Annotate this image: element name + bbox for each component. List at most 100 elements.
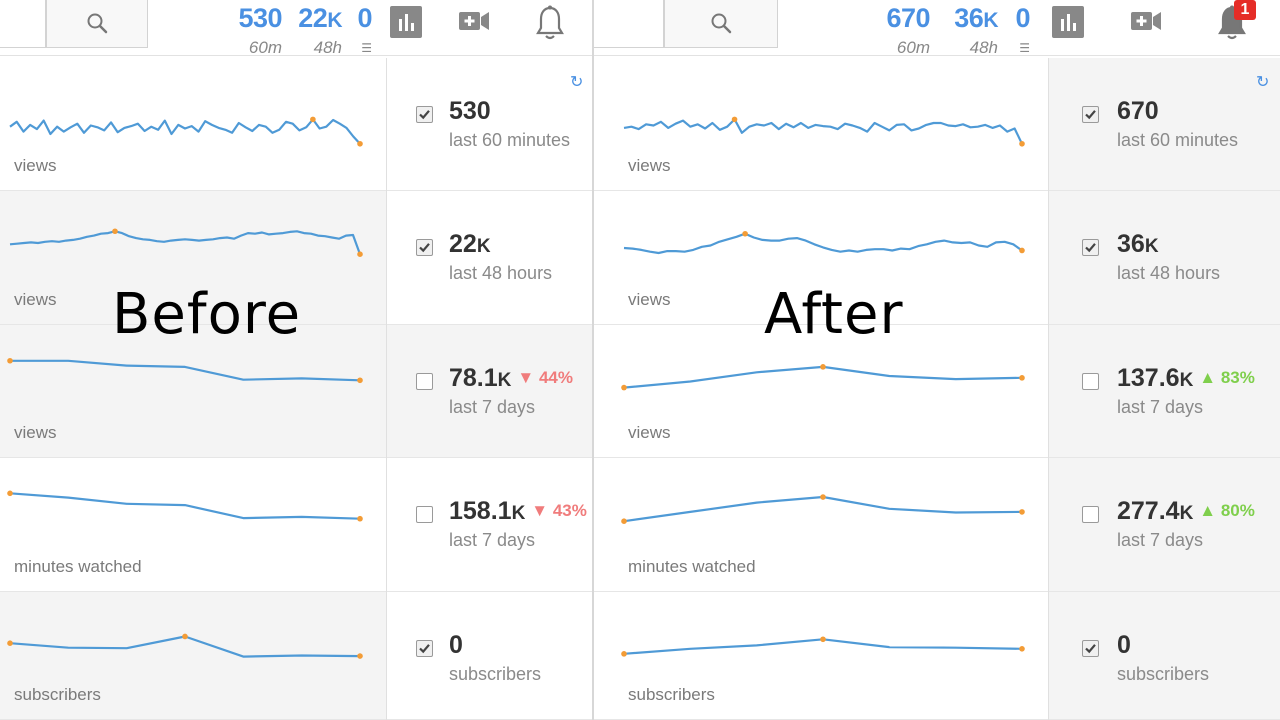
metrics-list: views ↻ 670 last 60 minutes views 36K la… xyxy=(594,58,1280,720)
analytics-icon xyxy=(398,19,402,31)
sparkline-chart xyxy=(7,357,363,384)
metric-number: 530 xyxy=(449,97,491,125)
metric-delta: ▼ 44% xyxy=(517,368,573,387)
search-input[interactable] xyxy=(0,0,46,48)
sparkline-chart xyxy=(623,116,1025,147)
metric-period: last 7 days xyxy=(449,397,536,417)
search-icon xyxy=(711,13,732,34)
sparkline-point xyxy=(1019,646,1025,652)
sparkline-path xyxy=(9,118,361,145)
sparkline: minutes watched xyxy=(0,458,386,591)
metric-unit: K xyxy=(1179,370,1194,391)
stat-unit: K xyxy=(327,9,342,32)
metric-row[interactable]: minutes watched 277.4K ▲ 80% last 7 days xyxy=(594,458,1280,592)
stat-views-60m[interactable]: 670 60m xyxy=(870,2,930,59)
stat-value: 0 xyxy=(357,3,372,33)
sparkline: subscribers xyxy=(594,592,1048,719)
stat-sub: 48h xyxy=(969,38,998,57)
sparkline-path xyxy=(9,635,361,658)
metric-row[interactable]: views 36K last 48 hours xyxy=(594,191,1280,325)
analytics-icon xyxy=(1060,19,1064,31)
analytics-button[interactable] xyxy=(390,6,422,38)
metric-number: 36 xyxy=(1117,230,1145,258)
column-divider xyxy=(1048,58,1049,720)
metric-row[interactable]: subscribers 0 subscribers xyxy=(594,592,1280,720)
sparkline-point xyxy=(1019,247,1025,254)
metric-period: last 60 minutes xyxy=(1117,130,1239,150)
metric-row[interactable]: views 22K last 48 hours xyxy=(0,191,592,325)
stat-sub: 48h xyxy=(313,38,342,57)
video-camera-plus-icon xyxy=(459,12,489,30)
metric-checkbox[interactable] xyxy=(416,106,433,123)
metric-number: 158.1 xyxy=(449,497,512,525)
metric-row[interactable]: views ↻ 670 last 60 minutes xyxy=(594,58,1280,191)
stat-subscribers[interactable]: 0 ☰ xyxy=(348,2,372,59)
search-input[interactable] xyxy=(594,0,664,48)
metric-checkbox[interactable] xyxy=(1082,106,1099,123)
refresh-icon[interactable]: ↻ xyxy=(1256,74,1270,91)
metric-checkbox[interactable] xyxy=(416,239,433,256)
sparkline-label: minutes watched xyxy=(14,557,142,576)
stat-views-48h[interactable]: 22K 48h xyxy=(288,2,342,59)
sparkline: views xyxy=(594,325,1048,457)
stat-subscribers[interactable]: 0 ☰ xyxy=(1006,2,1030,59)
checkbox-icon xyxy=(419,243,430,253)
notifications-button[interactable] xyxy=(532,4,568,42)
metric-period: subscribers xyxy=(449,664,542,684)
refresh-icon[interactable]: ↻ xyxy=(570,74,584,91)
sparkline-label: views xyxy=(628,156,671,175)
sparkline-point xyxy=(621,384,627,391)
metric-row[interactable]: subscribers 0 subscribers xyxy=(0,592,592,720)
stat-views-60m[interactable]: 530 60m xyxy=(226,2,282,59)
upload-video-button[interactable] xyxy=(454,4,494,38)
metric-info: ↻ 530 last 60 minutes xyxy=(387,58,592,190)
metric-value: 158.1K ▼ 43% xyxy=(449,496,587,529)
metric-checkbox[interactable] xyxy=(1082,239,1099,256)
metric-row[interactable]: views 137.6K ▲ 83% last 7 days xyxy=(594,325,1280,458)
metric-value: 36K xyxy=(1117,229,1165,262)
metric-checkbox[interactable] xyxy=(416,640,433,657)
metric-info: 22K last 48 hours xyxy=(387,191,592,324)
metric-checkbox[interactable] xyxy=(1082,640,1099,657)
search-button[interactable] xyxy=(664,0,778,48)
metric-value: 530 xyxy=(449,96,497,129)
sparkline-point xyxy=(1019,140,1025,147)
sparkline-point xyxy=(731,116,738,123)
metric-value: 670 xyxy=(1117,96,1165,129)
metric-checkbox[interactable] xyxy=(1082,373,1099,390)
metric-number: 137.6 xyxy=(1117,364,1180,392)
metric-number: 277.4 xyxy=(1117,497,1180,525)
analytics-button[interactable] xyxy=(1052,6,1084,38)
sparkline: views xyxy=(594,191,1048,324)
metric-info: 0 subscribers xyxy=(1049,592,1280,719)
metric-checkbox[interactable] xyxy=(1082,506,1099,523)
sparkline-point xyxy=(621,518,627,524)
metric-info: 137.6K ▲ 83% last 7 days xyxy=(1049,325,1280,457)
analytics-icon-bar xyxy=(410,23,414,31)
before-panel: 530 60m 22K 48h 0 ☰ views ↻ 530 xyxy=(0,0,592,720)
stat-value: 36 xyxy=(954,3,984,33)
metric-period: last 7 days xyxy=(1117,397,1204,417)
metric-row[interactable]: views 78.1K ▼ 44% last 7 days xyxy=(0,325,592,458)
metric-checkbox[interactable] xyxy=(416,506,433,523)
metric-row[interactable]: views ↻ 530 last 60 minutes xyxy=(0,58,592,191)
metric-value: 78.1K ▼ 44% xyxy=(449,363,573,396)
panel-divider xyxy=(592,0,594,720)
upload-video-button[interactable] xyxy=(1126,4,1166,38)
stat-views-48h[interactable]: 36K 48h xyxy=(940,2,998,59)
sparkline-point xyxy=(357,653,363,659)
metric-checkbox[interactable] xyxy=(416,373,433,390)
notification-badge: 1 xyxy=(1234,0,1256,20)
notifications-button[interactable]: 1 xyxy=(1214,0,1256,42)
sparkline-point xyxy=(182,633,188,640)
metric-row[interactable]: minutes watched 158.1K ▼ 43% last 7 days xyxy=(0,458,592,592)
sparkline-point xyxy=(1019,375,1025,381)
after-caption: After xyxy=(764,282,904,347)
sparkline: views xyxy=(0,58,386,190)
top-bar: 530 60m 22K 48h 0 ☰ xyxy=(0,0,592,59)
stat-value: 0 xyxy=(1015,3,1030,33)
sparkline-label: minutes watched xyxy=(628,557,756,576)
metric-unit: K xyxy=(1179,503,1194,524)
search-button[interactable] xyxy=(46,0,148,48)
sparkline-chart xyxy=(621,364,1025,391)
